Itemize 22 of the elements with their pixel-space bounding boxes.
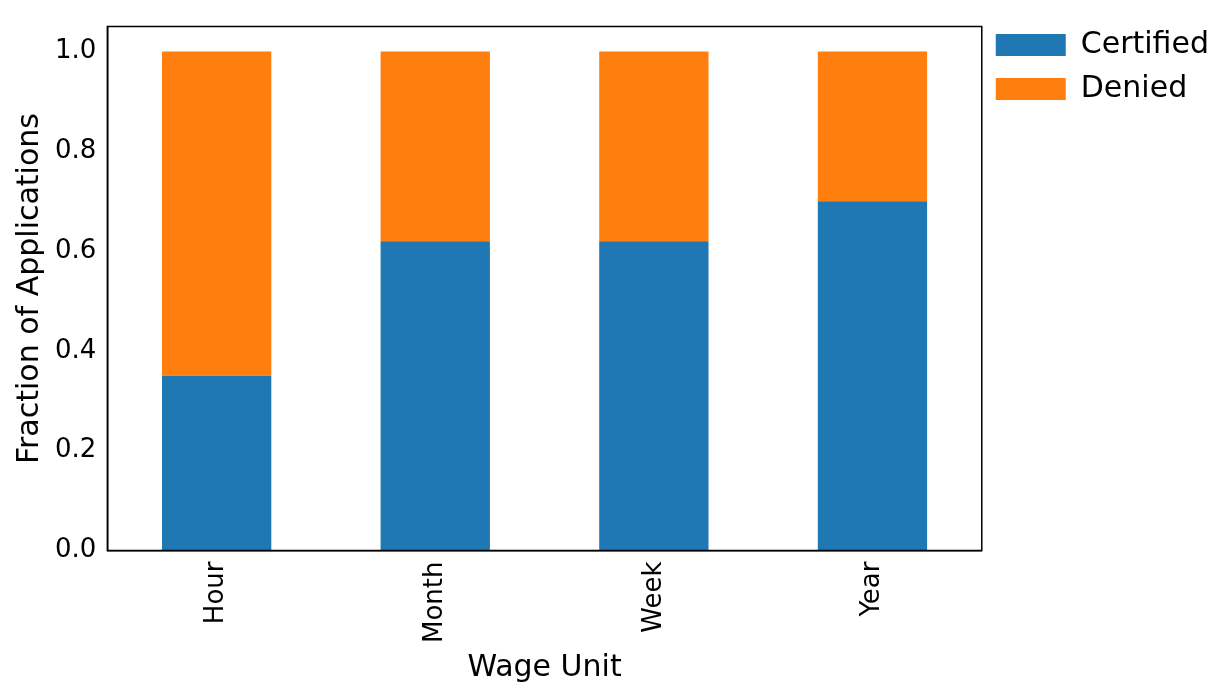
bar: [599, 51, 709, 242]
legend-label: Certified: [1080, 24, 1209, 60]
legend-label: Denied: [1080, 68, 1188, 104]
bar: [162, 375, 272, 551]
bar: [817, 51, 928, 202]
y-tick-label: 0.4: [54, 333, 97, 364]
x-tick-label: Week: [636, 561, 667, 633]
bar: [599, 241, 709, 551]
x-axis-title: Wage Unit: [467, 647, 622, 683]
x-tick-label: Hour: [199, 561, 230, 625]
y-tick-label: 0.0: [54, 533, 97, 564]
y-tick-label: 0.2: [54, 433, 97, 464]
bar: [380, 241, 490, 551]
bar: [817, 201, 928, 551]
y-tick-label: 0.6: [54, 233, 97, 264]
y-axis-title: Fraction of Applications: [9, 113, 45, 465]
y-tick-label: 0.8: [54, 134, 97, 165]
bar: [380, 51, 490, 242]
bar: [162, 51, 272, 376]
x-tick-label: Year: [855, 561, 886, 618]
y-tick-label: 1.0: [54, 34, 97, 65]
x-tick-label: Month: [418, 561, 449, 644]
